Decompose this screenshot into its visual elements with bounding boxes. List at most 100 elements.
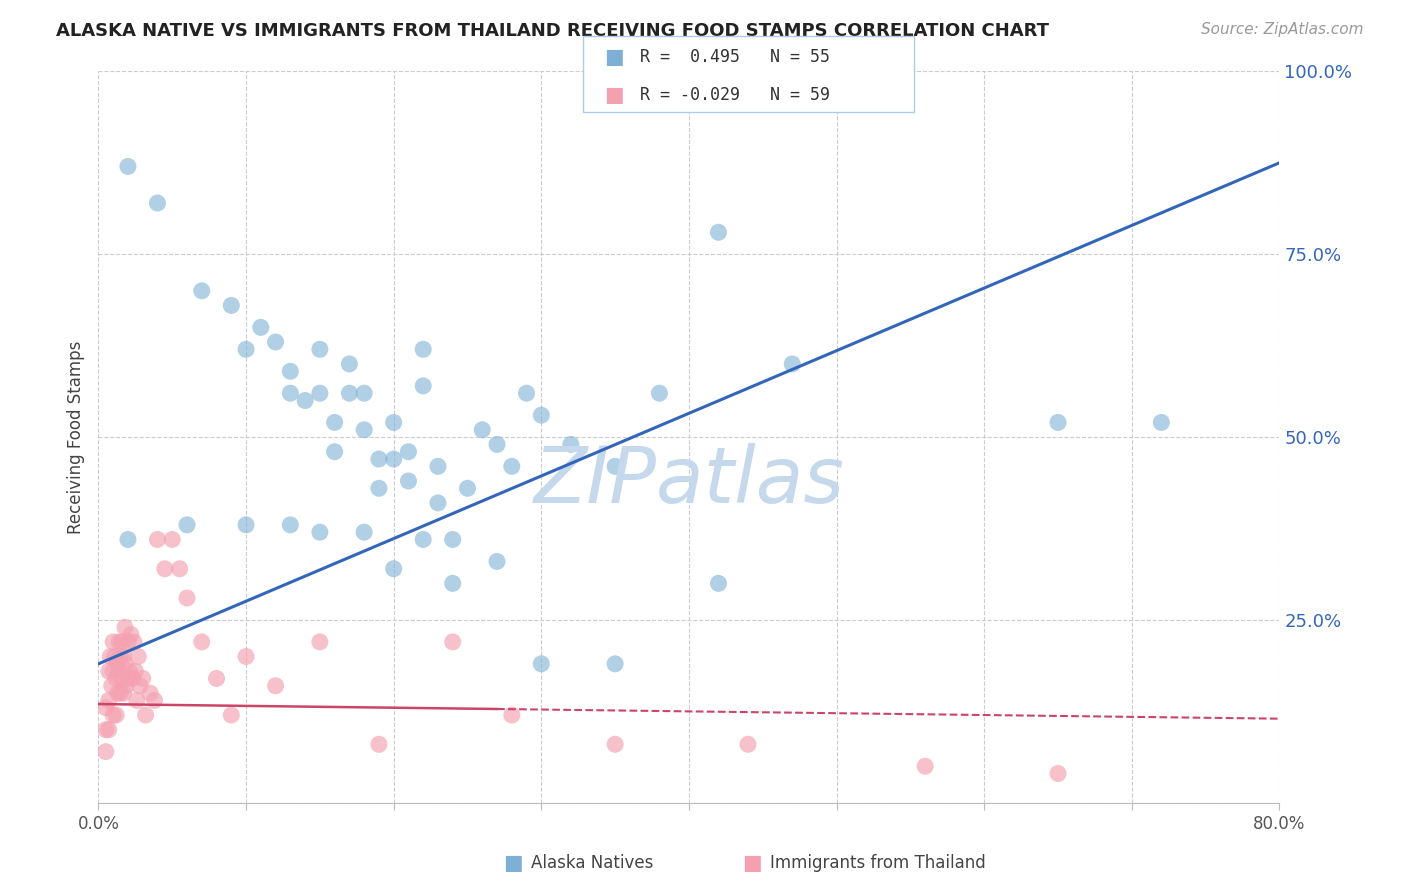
Point — [219, 298, 242, 312]
Point — [110, 686, 132, 700]
Point — [219, 708, 242, 723]
Point — [264, 334, 287, 349]
Point — [128, 679, 150, 693]
Point — [309, 386, 332, 401]
Point — [353, 525, 375, 540]
Point — [97, 693, 120, 707]
Point — [108, 635, 131, 649]
Point — [105, 708, 128, 723]
Point — [368, 452, 391, 467]
Point — [441, 533, 464, 547]
Point — [382, 416, 405, 430]
Point — [127, 649, 149, 664]
Point — [94, 723, 117, 737]
Point — [605, 657, 627, 671]
Point — [103, 708, 125, 723]
Point — [339, 386, 360, 401]
Point — [707, 225, 730, 239]
Point — [111, 672, 134, 686]
Point — [112, 686, 135, 700]
Point — [382, 562, 405, 576]
Point — [1046, 416, 1069, 430]
Text: R =  0.495   N = 55: R = 0.495 N = 55 — [640, 48, 830, 66]
Point — [412, 343, 434, 357]
Point — [309, 525, 332, 540]
Point — [560, 437, 582, 451]
Point — [323, 444, 346, 458]
Point — [146, 196, 169, 211]
Point — [107, 686, 129, 700]
Point — [427, 496, 450, 510]
Text: Immigrants from Thailand: Immigrants from Thailand — [770, 855, 986, 872]
Point — [486, 554, 509, 568]
Text: ■: ■ — [605, 47, 624, 67]
Point — [353, 386, 375, 401]
Point — [353, 423, 375, 437]
Point — [132, 672, 155, 686]
Point — [205, 672, 228, 686]
Point — [176, 591, 198, 605]
Point — [191, 284, 214, 298]
Point — [501, 459, 523, 474]
Point — [264, 679, 287, 693]
Point — [339, 357, 360, 371]
Point — [110, 649, 132, 664]
Point — [191, 635, 214, 649]
Point — [278, 364, 302, 378]
Point — [122, 635, 145, 649]
Point — [235, 343, 257, 357]
Point — [108, 664, 131, 678]
Text: Source: ZipAtlas.com: Source: ZipAtlas.com — [1201, 22, 1364, 37]
Text: ■: ■ — [742, 854, 762, 873]
Point — [530, 657, 553, 671]
Point — [117, 533, 139, 547]
Point — [118, 664, 141, 678]
Point — [103, 635, 125, 649]
Point — [707, 576, 730, 591]
Point — [441, 635, 464, 649]
Point — [117, 672, 139, 686]
Point — [98, 649, 121, 664]
Point — [782, 357, 804, 371]
Point — [396, 474, 419, 488]
Point — [515, 386, 537, 401]
Point — [368, 481, 391, 495]
Point — [111, 635, 134, 649]
Text: ALASKA NATIVE VS IMMIGRANTS FROM THAILAND RECEIVING FOOD STAMPS CORRELATION CHAR: ALASKA NATIVE VS IMMIGRANTS FROM THAILAN… — [56, 22, 1049, 40]
Point — [115, 679, 138, 693]
Point — [176, 517, 198, 532]
Point — [1150, 416, 1173, 430]
Point — [97, 723, 120, 737]
Point — [648, 386, 671, 401]
Point — [125, 693, 148, 707]
Point — [139, 686, 162, 700]
Point — [100, 679, 122, 693]
Text: ZIPatlas: ZIPatlas — [533, 443, 845, 519]
Point — [412, 533, 434, 547]
Point — [107, 657, 129, 671]
Point — [146, 533, 169, 547]
Point — [441, 576, 464, 591]
Point — [117, 635, 139, 649]
Point — [104, 649, 127, 664]
Point — [382, 452, 405, 467]
Text: Alaska Natives: Alaska Natives — [531, 855, 654, 872]
Point — [124, 664, 146, 678]
Point — [94, 700, 117, 714]
Point — [103, 664, 125, 678]
Point — [530, 408, 553, 422]
Point — [278, 386, 302, 401]
Point — [456, 481, 478, 495]
Point — [294, 393, 316, 408]
Point — [135, 708, 157, 723]
Point — [914, 759, 936, 773]
Y-axis label: Receiving Food Stamps: Receiving Food Stamps — [66, 341, 84, 533]
Point — [114, 620, 136, 634]
Point — [278, 517, 302, 532]
Point — [112, 649, 135, 664]
Point — [427, 459, 450, 474]
Point — [169, 562, 191, 576]
Point — [120, 627, 142, 641]
Point — [162, 533, 183, 547]
Point — [309, 635, 332, 649]
